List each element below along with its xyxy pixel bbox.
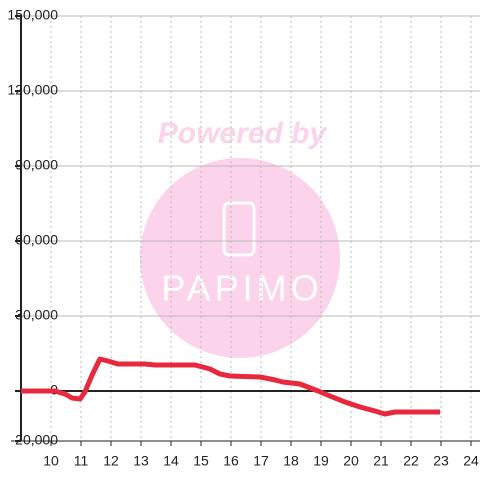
y-tick-label: 30,000: [15, 307, 58, 323]
x-tick-label: 24: [463, 453, 479, 469]
x-tick-label: 12: [103, 453, 119, 469]
x-tick-label: 19: [313, 453, 329, 469]
y-tick-label: 90,000: [15, 157, 58, 173]
x-tick-label: 11: [74, 453, 89, 469]
x-tick-label: 18: [283, 453, 299, 469]
watermark-phone: [222, 201, 256, 257]
x-tick-label: 15: [193, 453, 209, 469]
x-tick-label: 14: [163, 453, 179, 469]
x-tick-label: 23: [433, 453, 449, 469]
x-tick-label: 21: [373, 453, 389, 469]
x-tick-label: 13: [133, 453, 149, 469]
watermark-text: Powered by: [158, 117, 328, 150]
y-tick-label: 60,000: [15, 232, 58, 248]
watermark-circle: [140, 158, 340, 358]
y-tick-label: 150,000: [7, 7, 58, 23]
x-tick-label: 17: [253, 453, 269, 469]
line-series: [21, 356, 441, 417]
y-tick-label: 120,000: [7, 82, 58, 98]
watermark-logo: PAPIMO: [161, 268, 322, 309]
x-tick-label: 10: [43, 453, 59, 469]
x-tick-label: 16: [223, 453, 239, 469]
x-tick-label: 22: [403, 453, 419, 469]
y-tick-label: -20,000: [11, 432, 59, 448]
x-tick-label: 20: [343, 453, 359, 469]
